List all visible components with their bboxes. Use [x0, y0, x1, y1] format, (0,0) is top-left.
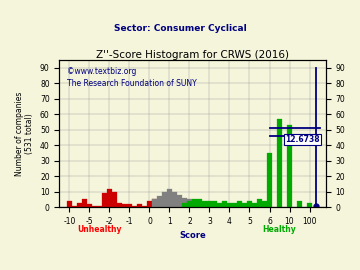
Bar — [152, 200, 157, 207]
Bar — [152, 200, 157, 207]
Bar — [82, 200, 87, 207]
Bar — [182, 198, 187, 207]
Bar — [107, 189, 112, 207]
Bar — [137, 204, 141, 207]
Bar — [177, 204, 182, 207]
Bar — [297, 201, 302, 207]
Bar — [217, 202, 222, 207]
Bar — [227, 202, 232, 207]
Bar — [112, 192, 117, 207]
Text: ©www.textbiz.org: ©www.textbiz.org — [67, 68, 137, 76]
Bar — [172, 192, 177, 207]
Bar — [162, 192, 167, 207]
Bar — [242, 202, 247, 207]
Bar — [207, 201, 212, 207]
Bar — [157, 196, 162, 207]
Y-axis label: Number of companies
(531 total): Number of companies (531 total) — [15, 92, 35, 176]
Bar — [247, 201, 252, 207]
Bar — [237, 201, 242, 207]
Bar — [77, 202, 82, 207]
Bar — [167, 201, 172, 207]
Bar — [232, 202, 237, 207]
Bar — [177, 195, 182, 207]
Bar — [72, 206, 77, 207]
Bar — [267, 153, 272, 207]
Text: Unhealthy: Unhealthy — [77, 225, 122, 234]
Bar — [97, 206, 102, 207]
Bar — [307, 202, 312, 207]
Bar — [212, 201, 217, 207]
Bar — [257, 200, 262, 207]
Title: Z''-Score Histogram for CRWS (2016): Z''-Score Histogram for CRWS (2016) — [96, 50, 289, 60]
Bar — [187, 201, 192, 207]
Text: Sector: Consumer Cyclical: Sector: Consumer Cyclical — [114, 24, 246, 33]
Bar — [172, 202, 177, 207]
Bar — [122, 204, 127, 207]
Bar — [182, 202, 187, 207]
Text: Healthy: Healthy — [263, 225, 296, 234]
Bar — [162, 202, 167, 207]
Bar — [132, 206, 137, 207]
Bar — [157, 201, 162, 207]
Bar — [127, 204, 132, 207]
Bar — [167, 189, 172, 207]
Bar — [147, 201, 152, 207]
Bar — [262, 201, 267, 207]
Text: The Research Foundation of SUNY: The Research Foundation of SUNY — [67, 79, 197, 88]
Bar — [187, 200, 192, 207]
Bar — [142, 206, 147, 207]
Bar — [252, 202, 257, 207]
Bar — [222, 201, 227, 207]
Bar — [197, 200, 202, 207]
Bar — [92, 206, 96, 207]
Bar — [102, 193, 107, 207]
Bar — [67, 201, 72, 207]
Bar — [287, 125, 292, 207]
Bar — [117, 202, 122, 207]
Bar — [277, 119, 282, 207]
X-axis label: Score: Score — [179, 231, 206, 241]
Text: 12.6738: 12.6738 — [285, 135, 320, 144]
Bar — [87, 204, 92, 207]
Bar — [202, 201, 207, 207]
Bar — [192, 200, 197, 207]
